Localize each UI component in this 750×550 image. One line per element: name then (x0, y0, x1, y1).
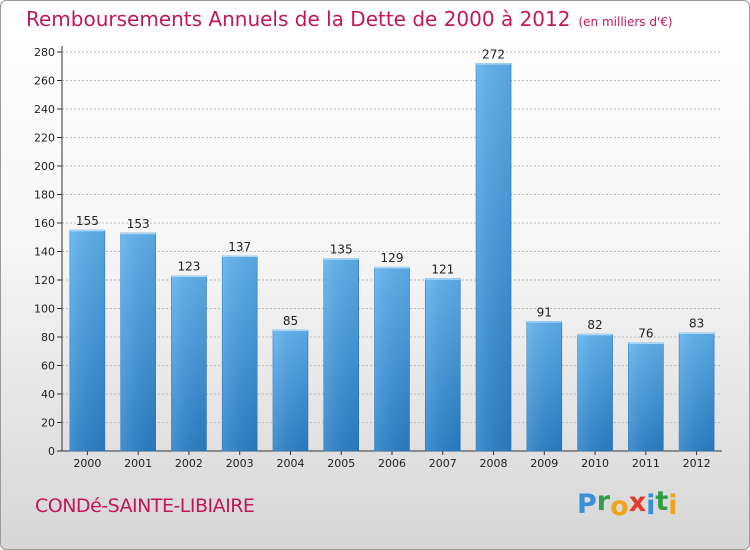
x-tick-label: 2010 (581, 457, 609, 470)
brand-letter: o (610, 491, 629, 522)
brand-letter: r (596, 486, 611, 517)
chart-unit: (en milliers d'€) (578, 15, 673, 29)
bar-shade (476, 63, 512, 452)
data-label: 155 (76, 214, 99, 228)
bar-shade (679, 332, 715, 451)
chart-title: Remboursements Annuels de la Dette de 20… (26, 7, 673, 31)
y-tick-label: 180 (34, 189, 55, 202)
x-tick-label: 2005 (327, 457, 355, 470)
y-tick-label: 140 (34, 246, 55, 259)
data-label: 82 (587, 318, 602, 332)
data-label: 153 (127, 217, 150, 231)
brand-letter: i (646, 490, 656, 521)
data-label: 76 (638, 327, 653, 341)
bar-shade (69, 230, 105, 451)
data-label: 135 (330, 243, 353, 257)
bar-shade (272, 329, 308, 451)
y-tick-label: 40 (41, 388, 55, 401)
data-label: 129 (381, 251, 404, 265)
x-tick-label: 2003 (226, 457, 254, 470)
bar-shade (171, 275, 207, 451)
brand-letter: t (655, 486, 669, 517)
x-tick-label: 2001 (124, 457, 152, 470)
bar-shade (526, 321, 562, 451)
data-label: 85 (283, 314, 298, 328)
y-tick-label: 120 (34, 274, 55, 287)
bar-shade (425, 278, 461, 451)
bar-shade (628, 342, 664, 451)
y-tick-label: 160 (34, 217, 55, 230)
x-tick-label: 2007 (429, 457, 457, 470)
bar-shade (222, 255, 258, 451)
y-tick-label: 220 (34, 132, 55, 145)
x-tick-label: 2004 (276, 457, 304, 470)
y-tick-label: 0 (48, 445, 55, 458)
x-tick-label: 2000 (73, 457, 101, 470)
y-tick-label: 240 (34, 103, 55, 116)
bar-shade (323, 258, 359, 451)
x-tick-label: 2012 (683, 457, 711, 470)
y-tick-label: 200 (34, 160, 55, 173)
x-tick-label: 2002 (175, 457, 203, 470)
bar-shade (374, 267, 410, 451)
y-tick-label: 20 (41, 417, 55, 430)
y-tick-label: 60 (41, 360, 55, 373)
brand-letter: i (668, 490, 678, 521)
bar-shade (577, 334, 613, 451)
town-name: CONDé-SAINTE-LIBIAIRE (35, 495, 255, 517)
chart-title-text: Remboursements Annuels de la Dette de 20… (26, 7, 571, 31)
x-tick-label: 2011 (632, 457, 660, 470)
y-tick-label: 80 (41, 331, 55, 344)
brand-letter: P (577, 489, 597, 520)
x-tick-label: 2009 (530, 457, 558, 470)
data-label: 121 (431, 263, 454, 277)
brand-letter: x (628, 487, 647, 518)
bar-shade (120, 232, 156, 451)
x-tick-label: 2006 (378, 457, 406, 470)
data-label: 137 (228, 240, 251, 254)
y-tick-label: 280 (34, 46, 55, 59)
y-tick-label: 260 (34, 75, 55, 88)
proxiti-logo: Proxiti (577, 486, 678, 522)
data-label: 91 (537, 305, 552, 319)
data-label: 123 (177, 260, 200, 274)
data-label: 272 (482, 47, 505, 61)
x-tick-label: 2008 (480, 457, 508, 470)
data-label: 83 (689, 317, 704, 331)
y-tick-label: 100 (34, 303, 55, 316)
